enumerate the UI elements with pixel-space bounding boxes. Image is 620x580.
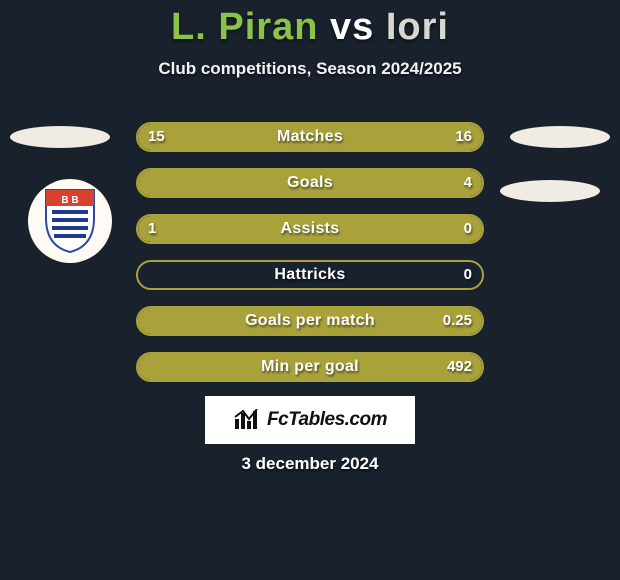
svg-text:B B: B B <box>61 195 78 206</box>
stat-bars: 1516Matches 4Goals 10Assists 0Hattricks 0.25… <box>136 122 484 398</box>
stat-label: Goals <box>138 170 482 196</box>
stat-label: Matches <box>138 124 482 150</box>
stat-row: 10Assists <box>136 214 484 244</box>
player2-slot-ellipse-2 <box>500 180 600 202</box>
stat-label: Min per goal <box>138 354 482 380</box>
stat-label: Hattricks <box>138 262 482 288</box>
stat-label: Goals per match <box>138 308 482 334</box>
club-badge: B B <box>28 179 112 263</box>
stat-row: 0Hattricks <box>136 260 484 290</box>
shield-icon: B B <box>42 188 98 254</box>
comparison-title: L. Piran vs Iori <box>0 0 620 49</box>
stat-label: Assists <box>138 216 482 242</box>
player1-slot-ellipse <box>10 126 110 148</box>
vs-text: vs <box>330 6 374 48</box>
fctables-text: FcTables.com <box>267 409 387 431</box>
subtitle: Club competitions, Season 2024/2025 <box>0 59 620 79</box>
chart-icon <box>233 409 261 431</box>
stat-row: 1516Matches <box>136 122 484 152</box>
footer-date: 3 december 2024 <box>0 454 620 474</box>
stat-row: 4Goals <box>136 168 484 198</box>
fctables-badge[interactable]: FcTables.com <box>205 396 415 444</box>
player2-slot-ellipse-1 <box>510 126 610 148</box>
player2-name: Iori <box>386 6 449 48</box>
player1-name: L. Piran <box>171 6 318 48</box>
stat-row: 492Min per goal <box>136 352 484 382</box>
stat-row: 0.25Goals per match <box>136 306 484 336</box>
